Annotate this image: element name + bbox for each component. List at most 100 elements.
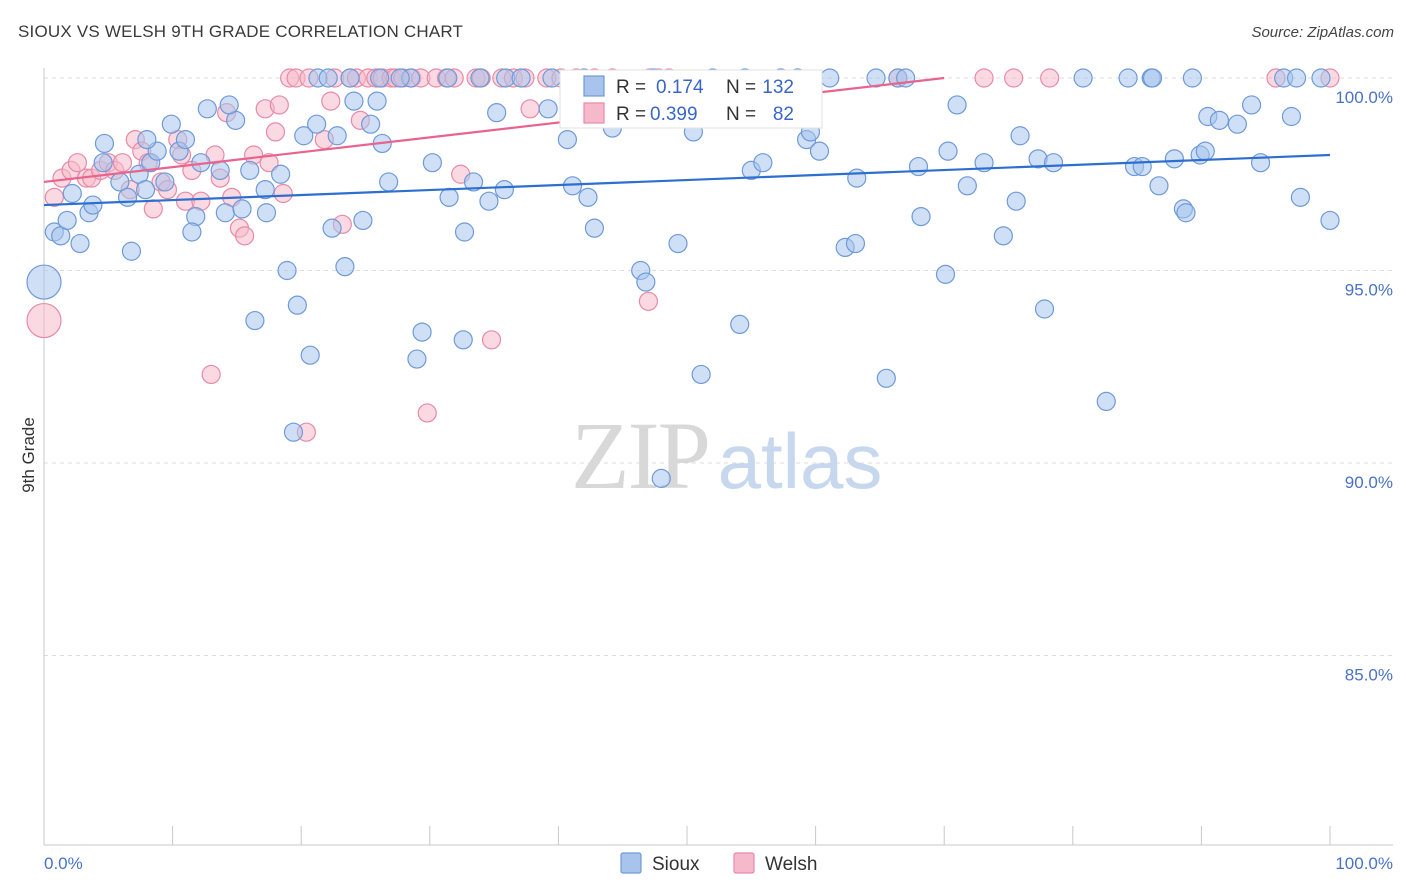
sioux-point-110 — [1209, 110, 1230, 130]
sioux-point-44 — [367, 91, 387, 111]
sioux-point-34 — [294, 126, 314, 146]
sioux-point-51 — [438, 68, 458, 88]
welsh-point-32 — [259, 153, 279, 173]
welsh-point-29 — [235, 226, 255, 246]
sioux-point-120 — [542, 68, 562, 88]
sioux-point-64 — [578, 187, 598, 207]
sioux-point-61 — [538, 99, 558, 119]
legend-sioux-swatch — [583, 75, 605, 97]
legend-sioux-r-value: 0.174 — [656, 77, 704, 98]
chart-title: SIOUX VS WELSH 9TH GRADE CORRELATION CHA… — [18, 22, 464, 41]
sioux-point-89 — [947, 95, 967, 115]
y-tick-label-1: 90.0% — [1345, 473, 1393, 492]
sioux-point-90 — [957, 176, 977, 196]
sioux-point-38 — [322, 218, 342, 238]
sioux-point-17 — [155, 172, 175, 192]
sioux-point-20 — [175, 130, 196, 150]
sioux-point-75 — [753, 153, 773, 173]
sioux-point-28 — [255, 180, 275, 200]
sioux-point-105 — [1176, 203, 1196, 223]
sioux-point-67 — [636, 272, 656, 292]
y-tick-label-3: 100.0% — [1335, 88, 1393, 107]
welsh-point-4 — [67, 153, 88, 173]
sioux-series — [26, 68, 1340, 488]
sioux-point-126 — [1142, 68, 1163, 88]
sioux-trend-line — [43, 153, 1331, 207]
legend-welsh-r-label: R = — [616, 104, 646, 125]
sioux-point-78 — [820, 68, 840, 88]
y-axis-title: 9th Grade — [19, 417, 38, 493]
welsh-point-10 — [112, 153, 133, 173]
legend-sioux-n-label: N = — [726, 77, 756, 98]
sioux-point-65 — [584, 218, 605, 238]
sioux-point-97 — [1073, 68, 1093, 88]
sioux-point-127 — [809, 141, 830, 161]
sioux-point-92 — [993, 226, 1013, 246]
sioux-point-117 — [1290, 187, 1311, 207]
legend-sioux-r-label: R = — [616, 77, 646, 98]
x-tick-label-max: 100.0% — [1335, 854, 1393, 873]
sioux-point-30 — [271, 164, 291, 184]
sioux-point-5 — [70, 233, 90, 254]
sioux-point-62 — [557, 130, 578, 150]
sioux-point-93 — [1006, 191, 1026, 211]
welsh-point-23 — [201, 364, 221, 385]
series-legend: Sioux Welsh — [620, 852, 817, 875]
sioux-point-69 — [668, 233, 688, 254]
sioux-point-140 — [318, 68, 338, 88]
sioux-point-108 — [1195, 141, 1215, 161]
bottom-legend-sioux-label: Sioux — [652, 854, 700, 875]
sioux-point-49 — [412, 322, 432, 342]
welsh-point-0 — [26, 302, 62, 339]
x-tick-label-min: 0.0% — [44, 854, 83, 873]
watermark-zip: ZIP — [571, 402, 709, 509]
sioux-point-81 — [866, 68, 886, 88]
legend-sioux-n-value: 132 — [762, 77, 794, 98]
sioux-point-112 — [1241, 95, 1262, 115]
sioux-point-111 — [1227, 114, 1248, 134]
sioux-point-4 — [62, 183, 82, 204]
source-label: Source: ZipAtlas.com — [1251, 24, 1394, 41]
axes — [43, 68, 1393, 846]
sioux-point-115 — [1281, 106, 1302, 127]
sioux-point-3 — [57, 210, 77, 231]
y-tick-label-0: 85.0% — [1345, 666, 1393, 685]
legend-welsh-n-value: 82 — [773, 104, 794, 125]
sioux-point-134 — [847, 168, 867, 188]
sioux-point-29 — [256, 203, 277, 223]
sioux-point-130 — [182, 222, 202, 242]
sioux-point-11 — [117, 187, 138, 207]
sioux-point-136 — [470, 68, 490, 88]
sioux-point-55 — [463, 172, 484, 192]
sioux-point-7 — [83, 195, 103, 215]
sioux-point-27 — [245, 310, 265, 331]
y-tick-label-2: 95.0% — [1345, 281, 1393, 300]
welsh-point-33 — [265, 122, 286, 142]
sioux-point-54 — [454, 222, 475, 242]
y-tick-labels: 85.0% 90.0% 95.0% 100.0% — [1335, 88, 1393, 685]
sioux-point-68 — [651, 468, 671, 488]
welsh-point-35 — [273, 183, 293, 204]
sioux-point-26 — [232, 199, 252, 219]
sioux-point-131 — [370, 68, 390, 88]
sioux-point-71 — [691, 364, 711, 385]
sioux-point-101 — [1132, 156, 1152, 177]
sioux-point-88 — [938, 141, 958, 161]
sioux-point-40 — [335, 257, 355, 277]
sioux-point-128 — [240, 160, 260, 180]
welsh-point-78 — [1040, 68, 1060, 88]
sioux-point-119 — [1320, 210, 1340, 231]
sioux-point-48 — [407, 349, 427, 369]
sioux-point-98 — [1096, 391, 1116, 411]
sioux-point-14 — [135, 180, 156, 200]
sioux-point-116 — [1286, 68, 1307, 88]
sioux-point-41 — [340, 68, 360, 88]
sioux-point-95 — [1034, 299, 1055, 319]
legend-welsh-r-value: 0.399 — [650, 104, 698, 125]
sioux-point-12 — [121, 241, 142, 261]
sioux-point-58 — [494, 180, 514, 200]
sioux-point-35 — [300, 345, 320, 365]
sioux-point-46 — [379, 172, 399, 192]
welsh-point-1 — [44, 187, 64, 207]
